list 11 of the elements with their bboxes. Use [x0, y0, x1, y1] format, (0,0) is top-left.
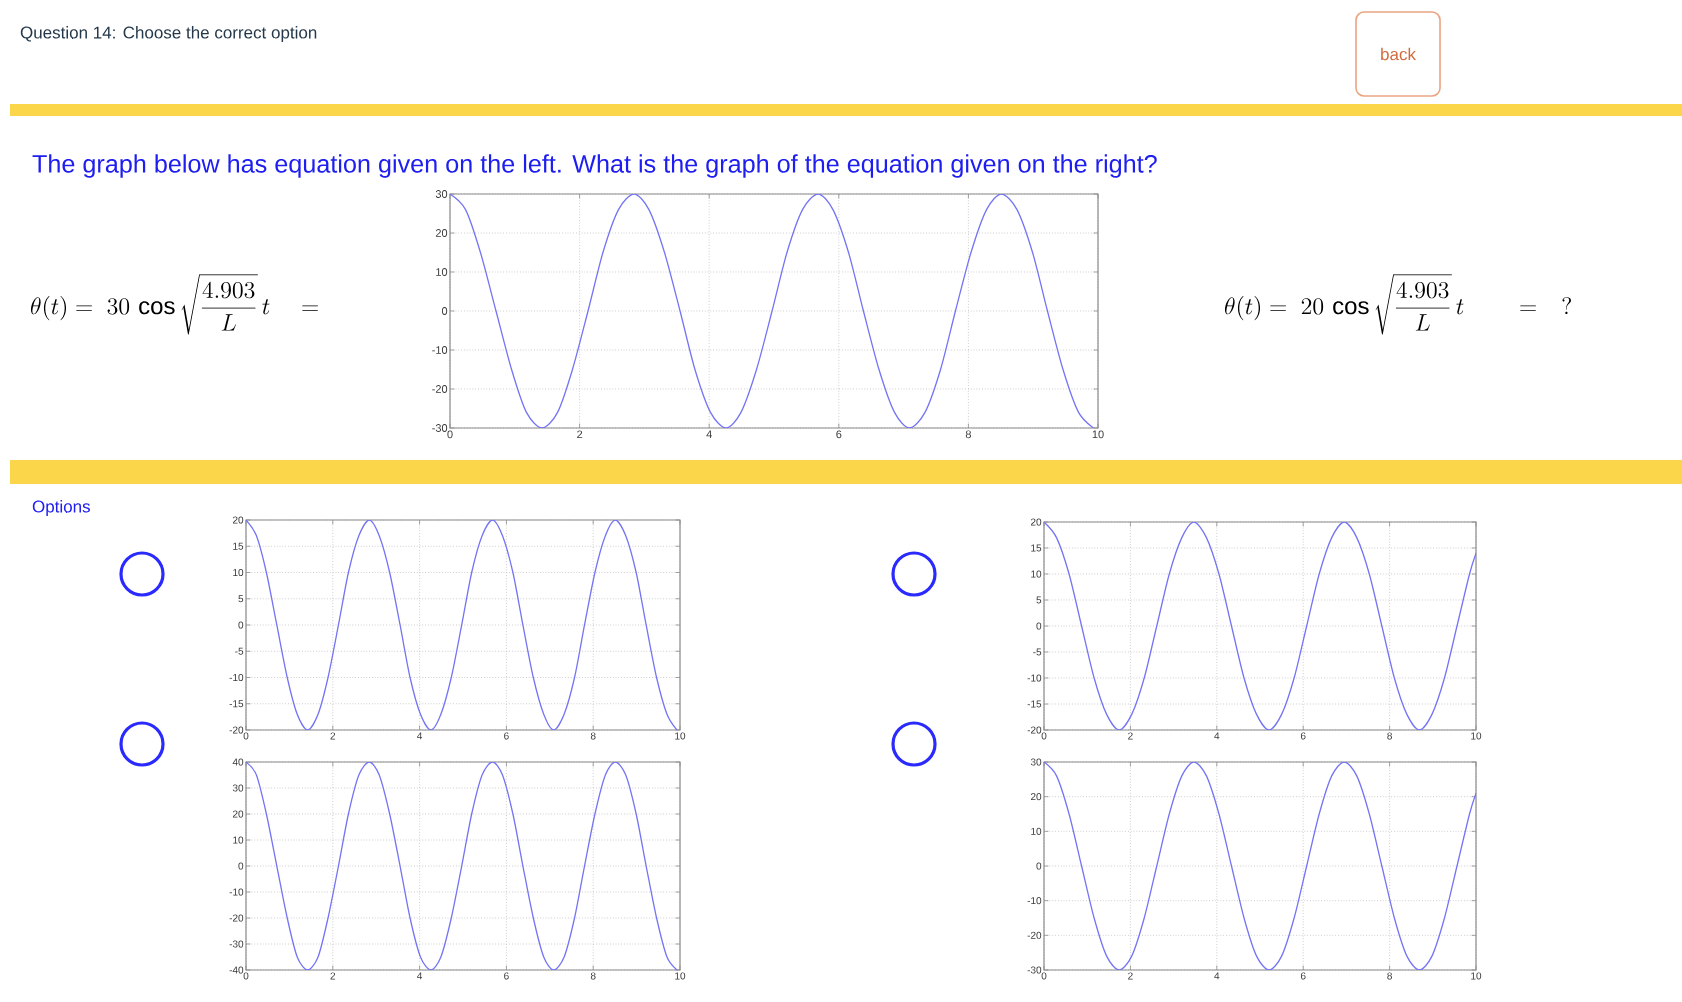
line-series	[1044, 522, 1477, 730]
text: back	[1381, 47, 1416, 61]
text: $\theta(t) = \;20\,\cos\sqrt{\frac{4.903}{L}}\,t\qquad=\quad ?$	[1224, 274, 1571, 335]
text: $\theta(t) = \;30\,\cos\sqrt{\frac{4.903}{L}}\,t\quad=$	[30, 274, 318, 335]
line-series	[246, 520, 681, 730]
text: Question 14: Choose the correct option	[20, 26, 317, 42]
line-series	[450, 194, 1099, 428]
chart-subtitle: The graph below has equation given on the left. What is the graph of the equation given on the right?	[32, 154, 1157, 178]
line-series	[1044, 762, 1477, 970]
line-series	[246, 762, 681, 970]
text: Options	[32, 500, 90, 516]
